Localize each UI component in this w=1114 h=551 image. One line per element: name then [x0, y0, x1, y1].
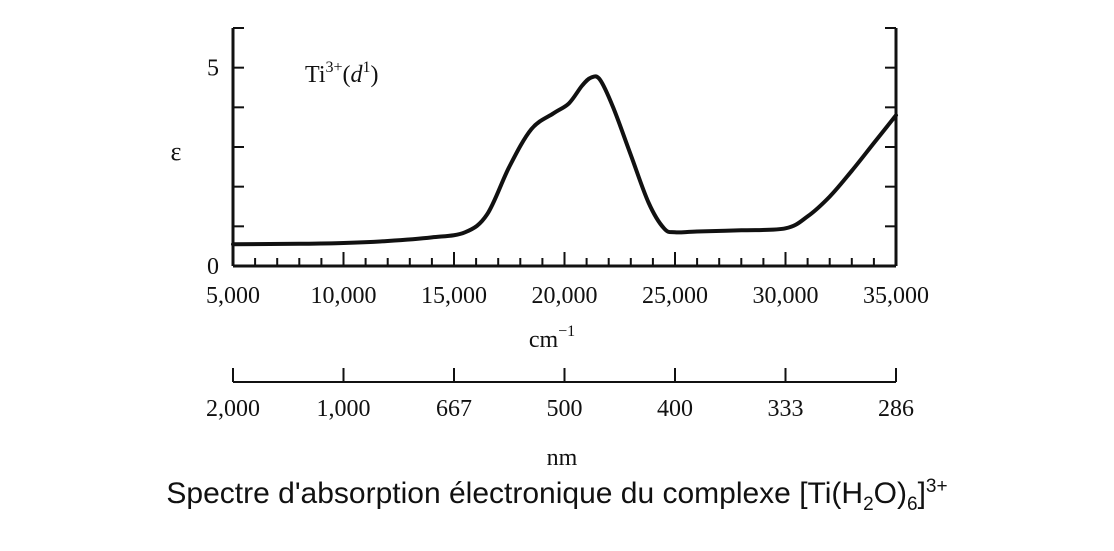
annotation-charge: 3+ [325, 59, 342, 76]
nm-tick-label: 333 [768, 396, 804, 422]
nm-tick-label: 667 [436, 396, 472, 422]
annotation-d-exp: 1 [363, 59, 371, 76]
nm-tick-label: 500 [547, 396, 583, 422]
y-tick-label: 5 [207, 56, 219, 82]
figure-caption: Spectre d'absorption électronique du com… [0, 476, 1114, 516]
nm-tick-label: 1,000 [317, 396, 371, 422]
caption-text-bracket: ] [917, 477, 926, 510]
x-axis-label-unit: cm [529, 327, 559, 353]
annotation-open: ( [343, 62, 351, 88]
nm-tick-label: 286 [878, 396, 914, 422]
x-axis-ticks [232, 252, 897, 266]
absorption-spectrum-chart: 05 5,000 10,000 15,000 20,000 25,000 30,000 35… [171, 27, 929, 470]
x-tick-label: 35,000 [863, 283, 929, 309]
series-line-absorbance [231, 74, 898, 247]
y-axis-tick-labels: 05 [207, 56, 219, 280]
nm-tick-label: 2,000 [206, 396, 260, 422]
x-axis-label: cm−1 [529, 323, 575, 353]
x-tick-label: 15,000 [421, 283, 487, 309]
x-tick-label: 20,000 [532, 283, 598, 309]
x-axis-tick-labels: 5,000 10,000 15,000 20,000 25,000 30,000 35,00… [206, 283, 929, 309]
caption-text-mid: O) [873, 477, 907, 510]
annotation-close: ) [371, 62, 379, 88]
nm-axis [232, 368, 897, 383]
x-tick-label: 10,000 [311, 283, 377, 309]
caption-text-start: Spectre d'absorption électronique du com… [166, 477, 864, 510]
y-tick-label: 0 [207, 254, 219, 280]
nm-axis-label: nm [547, 445, 578, 470]
x-tick-label: 30,000 [753, 283, 819, 309]
ion-annotation: Ti3+(d1) [305, 59, 379, 88]
nm-tick-label: 400 [657, 396, 693, 422]
x-axis-label-exp: −1 [558, 323, 575, 340]
caption-sub-2: 2 [863, 494, 874, 515]
caption-sub-6: 6 [906, 494, 918, 515]
annotation-ion: Ti [305, 62, 326, 88]
caption-charge: 3+ [925, 476, 948, 497]
y-axis-label: ε [171, 137, 182, 166]
annotation-d: d [351, 62, 364, 88]
y-axis-ticks [233, 27, 896, 267]
x-tick-label: 25,000 [642, 283, 708, 309]
nm-axis-tick-labels: 2,000 1,000 667 500 400 333 286 [206, 396, 914, 422]
x-tick-label: 5,000 [206, 283, 260, 309]
